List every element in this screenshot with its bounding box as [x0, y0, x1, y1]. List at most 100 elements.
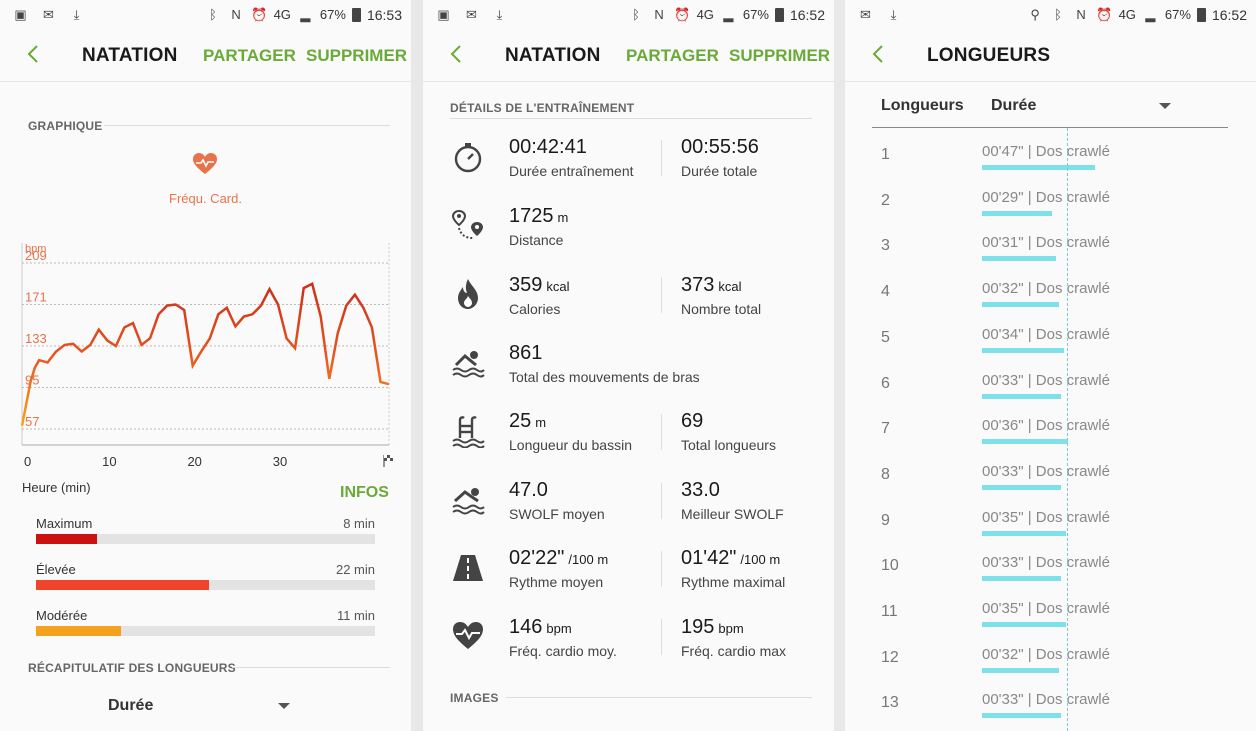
- network-type: 4G: [696, 7, 714, 22]
- table-row: 6 00'33" | Dos crawlé: [845, 367, 1256, 412]
- app-bar: NATATION PARTAGER SUPPRIMER: [0, 30, 411, 82]
- workout-chart-screen: ▣ ✉ ⤓ ᛒ N ⏰ 4G ▂ 67% 16:53 NATATION PART…: [0, 0, 411, 731]
- app-bar: LONGUEURS: [845, 30, 1256, 82]
- back-arrow-icon[interactable]: [445, 42, 469, 66]
- length-duration-bar: [982, 393, 1062, 399]
- stat-label: Fréq. cardio moy.: [509, 643, 617, 659]
- back-arrow-icon[interactable]: [867, 42, 891, 66]
- x-axis-label: Heure (min): [22, 480, 91, 495]
- stat-label: Nombre total: [681, 301, 762, 317]
- download-icon: ⤓: [890, 7, 897, 22]
- stat-label: Distance: [509, 232, 564, 248]
- y-tick-label: 133: [25, 331, 47, 346]
- x-tick-label: 10: [102, 454, 116, 469]
- bluetooth-icon: ᛒ: [632, 7, 640, 22]
- divider: [232, 667, 390, 668]
- length-number: 6: [881, 374, 890, 392]
- length-duration-bar: [982, 347, 1064, 353]
- nfc-icon: N: [231, 7, 241, 22]
- divider: [450, 118, 812, 119]
- images-section-header: IMAGES: [450, 691, 499, 705]
- clock: 16:52: [789, 6, 825, 23]
- alarm-icon: ⏰: [1095, 7, 1113, 22]
- table-row: 12 00'32" | Dos crawlé: [845, 641, 1256, 686]
- stat-label: Durée totale: [681, 163, 758, 179]
- stat-value: 359 kcal: [509, 274, 570, 296]
- battery-percent: 67%: [1164, 7, 1191, 22]
- length-duration-bar: [982, 530, 1066, 536]
- y-axis-unit: bpm: [25, 243, 46, 255]
- table-row: 13 00'33" | Dos crawlé: [845, 686, 1256, 731]
- table-row: 1 00'47" | Dos crawlé: [845, 138, 1256, 183]
- length-number: 10: [881, 557, 899, 575]
- status-bar: ✉ ⤓ ⚲ ᛒ N ⏰ 4G ▂ 67% 16:52: [845, 0, 1256, 30]
- duration-dropdown[interactable]: Durée: [108, 697, 154, 714]
- download-icon: ⤓: [496, 7, 503, 22]
- zone-name: Modérée: [36, 608, 88, 623]
- dropdown-arrow-icon[interactable]: [1159, 103, 1171, 109]
- share-button[interactable]: PARTAGER: [203, 46, 296, 65]
- length-duration: 00'32" | Dos crawlé: [982, 645, 1110, 663]
- status-bar: ▣ ✉ ⤓ ᛒ N ⏰ 4G ▂ 67% 16:52: [423, 0, 834, 30]
- length-number: 13: [881, 694, 899, 712]
- back-arrow-icon[interactable]: [22, 42, 46, 66]
- gallery-icon: ▣: [14, 7, 27, 22]
- zone-value: 11 min: [336, 608, 375, 623]
- heart-rate-line: [20, 281, 390, 426]
- share-button[interactable]: PARTAGER: [626, 46, 719, 65]
- length-duration: 00'35" | Dos crawlé: [982, 508, 1110, 526]
- length-duration: 00'33" | Dos crawlé: [982, 554, 1110, 572]
- nfc-icon: N: [1076, 7, 1086, 22]
- graph-section-header: GRAPHIQUE: [28, 119, 103, 133]
- swimmer-icon: [452, 351, 485, 378]
- table-row: 3 00'31" | Dos crawlé: [845, 229, 1256, 274]
- nfc-icon: N: [654, 7, 664, 22]
- zone-track: [36, 534, 375, 544]
- finish-flag-icon: [383, 455, 393, 467]
- bluetooth-icon: ᛒ: [209, 7, 217, 22]
- battery-icon: [351, 7, 361, 22]
- battery-icon: [1196, 7, 1206, 22]
- length-duration-bar: [982, 622, 1066, 627]
- heart-rate-label: Fréqu. Card.: [169, 191, 242, 206]
- delete-button[interactable]: SUPPRIMER: [306, 46, 408, 65]
- outlook-icon: ✉: [466, 7, 477, 22]
- alarm-icon: ⏰: [250, 7, 268, 22]
- length-duration: 00'34" | Dos crawlé: [982, 325, 1110, 343]
- lengths-column-header: Longueurs: [881, 97, 964, 114]
- length-number: 12: [881, 648, 899, 666]
- divider: [661, 277, 662, 313]
- length-duration-bar: [982, 165, 1095, 170]
- pool-ladder-icon: [452, 416, 485, 448]
- zone-track: [36, 580, 375, 590]
- length-duration-bar: [982, 484, 1062, 490]
- length-duration: 00'33" | Dos crawlé: [982, 462, 1110, 480]
- lengths-screen: ✉ ⤓ ⚲ ᛒ N ⏰ 4G ▂ 67% 16:52 LONGUEURS Lon…: [845, 0, 1256, 731]
- network-type: 4G: [273, 7, 291, 22]
- length-duration-bar: [982, 439, 1069, 445]
- heart-pulse-icon: [453, 622, 483, 649]
- outlook-icon: ✉: [43, 7, 54, 22]
- y-tick-label: 57: [25, 414, 39, 429]
- length-number: 4: [881, 283, 890, 301]
- length-number: 3: [881, 237, 890, 255]
- x-tick-label: 20: [187, 454, 201, 469]
- y-tick-label: 171: [25, 290, 47, 305]
- infos-button[interactable]: INFOS: [340, 484, 389, 501]
- signal-icon: ▂: [1145, 7, 1156, 22]
- stopwatch-icon: [454, 143, 482, 173]
- zone-fill: [36, 534, 98, 544]
- stat-label: Calories: [509, 301, 561, 317]
- delete-button[interactable]: SUPPRIMER: [729, 46, 831, 65]
- table-row: 2 00'29" | Dos crawlé: [845, 184, 1256, 229]
- length-duration: 00'36" | Dos crawlé: [982, 417, 1110, 435]
- workout-details-screen: ▣ ✉ ⤓ ᛒ N ⏰ 4G ▂ 67% 16:52 NATATION PART…: [423, 0, 834, 731]
- length-number: 8: [881, 465, 890, 483]
- dropdown-arrow-icon[interactable]: [278, 703, 290, 709]
- stat-value: 195 bpm: [681, 616, 744, 638]
- divider: [506, 697, 812, 698]
- length-number: 11: [881, 603, 898, 620]
- stat-value: 00:42:41: [509, 136, 587, 158]
- road-icon: [453, 555, 483, 581]
- duration-column-dropdown[interactable]: Durée: [991, 97, 1037, 114]
